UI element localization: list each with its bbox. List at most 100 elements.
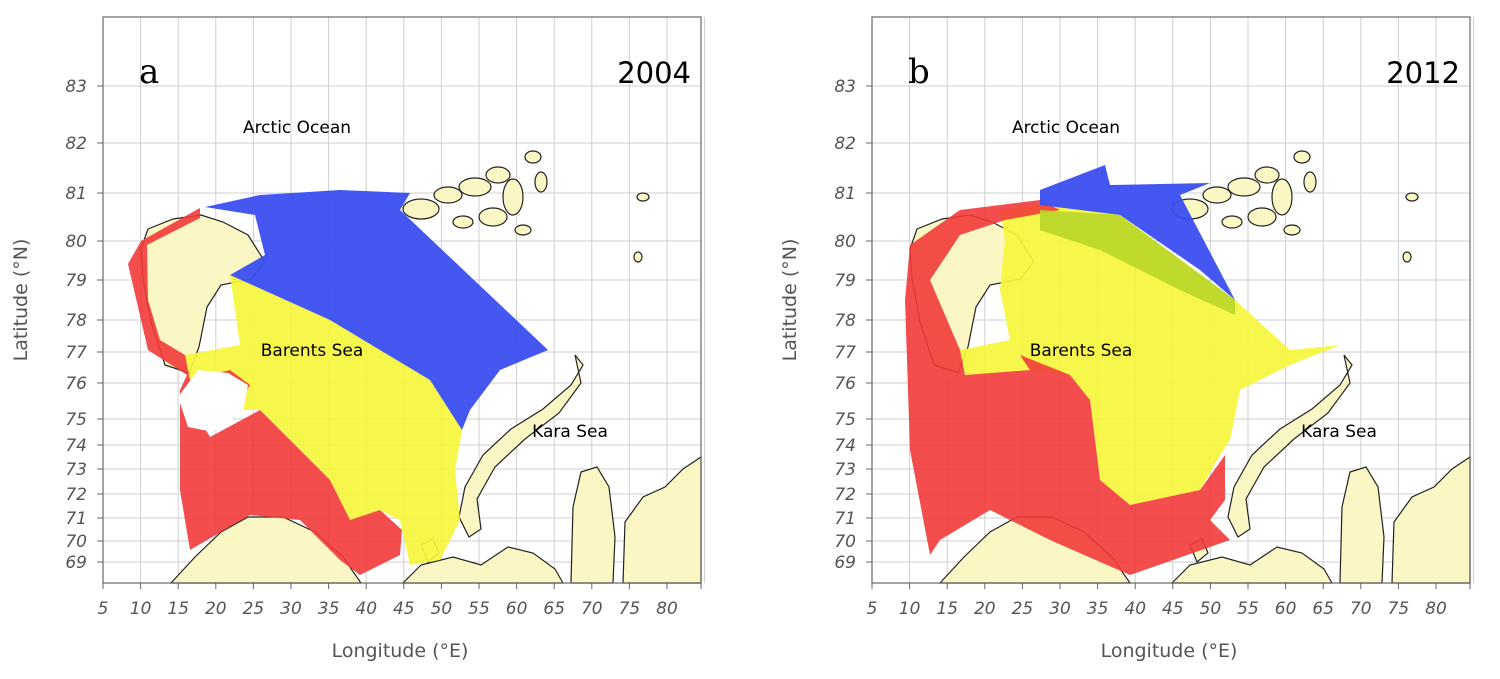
lon-tick-label: 60	[506, 599, 528, 619]
island	[636, 192, 650, 202]
lat-tick-label: 83	[834, 77, 856, 97]
lat-tick-label: 71	[65, 509, 87, 529]
yellow-region	[185, 275, 462, 565]
lon-tick-label: 65	[1312, 599, 1334, 619]
lat-tick-label: 73	[65, 460, 87, 480]
island	[1293, 150, 1311, 164]
island	[1283, 224, 1301, 236]
lon-tick-label: 45	[1162, 599, 1184, 619]
island	[534, 171, 548, 193]
island	[1254, 166, 1280, 184]
label-arctic-ocean: Arctic Ocean	[1012, 118, 1120, 138]
lat-tick-label: 76	[65, 374, 87, 394]
lat-tick-label: 69	[834, 553, 856, 573]
island	[1402, 251, 1412, 263]
island	[1247, 207, 1277, 227]
lon-tick-label: 20	[974, 599, 996, 619]
panel-year: 2004	[617, 56, 691, 90]
lat-tick-label: 73	[834, 460, 856, 480]
lat-tick-label: 74	[65, 436, 87, 456]
lat-tick-label: 70	[834, 532, 856, 552]
lat-tick-label: 82	[65, 134, 87, 154]
island	[1221, 215, 1243, 229]
lat-tick-label: 72	[65, 485, 87, 505]
lon-tick-label: 80	[1425, 599, 1447, 619]
lat-tick-label: 75	[65, 410, 87, 430]
lon-tick-label: 40	[355, 599, 377, 619]
lat-tick-label: 78	[834, 311, 856, 331]
panel-year: 2012	[1386, 56, 1460, 90]
island	[458, 177, 492, 197]
plot-frame	[102, 16, 702, 584]
lat-tick-label: 72	[834, 485, 856, 505]
red-region	[905, 200, 1230, 575]
lat-tick-label: 80	[65, 232, 87, 252]
lon-tick-label: 75	[1388, 599, 1410, 619]
island	[1202, 186, 1232, 204]
lon-tick-label: 20	[205, 599, 227, 619]
lat-tick-label: 77	[834, 343, 856, 363]
blue-region	[1040, 165, 1235, 300]
lat-tick-label: 81	[834, 184, 856, 204]
island	[1303, 171, 1317, 193]
lat-tick-label: 80	[834, 232, 856, 252]
island	[485, 166, 511, 184]
lon-tick-label: 15	[936, 599, 958, 619]
lon-tick-label: 5	[98, 599, 109, 619]
lon-tick-label: 30	[280, 599, 302, 619]
landmass	[1339, 466, 1385, 584]
lon-tick-label: 40	[1124, 599, 1146, 619]
lon-tick-label: 65	[543, 599, 565, 619]
panel-letter: a	[139, 52, 159, 92]
lon-tick-label: 25	[1012, 599, 1034, 619]
island	[1271, 178, 1293, 216]
label-arctic-ocean: Arctic Ocean	[243, 118, 351, 138]
lat-tick-label: 83	[65, 77, 87, 97]
lon-tick-label: 55	[1237, 599, 1259, 619]
lon-tick-label: 35	[1087, 599, 1109, 619]
island	[524, 150, 542, 164]
lat-tick-label: 79	[65, 271, 87, 291]
lon-tick-label: 70	[581, 599, 603, 619]
landmass	[1170, 546, 1334, 584]
label-barents-sea: Barents Sea	[1030, 341, 1133, 361]
red-region	[128, 208, 402, 575]
y-axis-label: Latitude (°N)	[779, 239, 801, 362]
lat-tick-label: 74	[834, 436, 856, 456]
lon-tick-label: 10	[130, 599, 152, 619]
lon-tick-label: 45	[393, 599, 415, 619]
label-kara-sea: Kara Sea	[1301, 422, 1377, 442]
lat-tick-label: 79	[834, 271, 856, 291]
x-axis-label: Longitude (°E)	[1101, 640, 1238, 662]
lon-tick-label: 80	[656, 599, 678, 619]
lat-tick-label: 75	[834, 410, 856, 430]
panel-letter: b	[908, 52, 930, 92]
island	[514, 224, 532, 236]
lat-tick-label: 82	[834, 134, 856, 154]
island	[633, 251, 643, 263]
lon-tick-label: 30	[1049, 599, 1071, 619]
lat-tick-label: 71	[834, 509, 856, 529]
y-axis-label: Latitude (°N)	[10, 239, 32, 362]
label-kara-sea: Kara Sea	[532, 422, 608, 442]
island	[1405, 192, 1419, 202]
lat-tick-label: 69	[65, 553, 87, 573]
lon-tick-label: 5	[867, 599, 878, 619]
lon-tick-label: 50	[1200, 599, 1222, 619]
landmass	[401, 546, 565, 584]
gap-region	[178, 370, 248, 432]
island	[402, 198, 440, 220]
lon-tick-label: 50	[431, 599, 453, 619]
plot-frame	[871, 16, 1471, 584]
lon-tick-label: 75	[619, 599, 641, 619]
island	[1227, 177, 1261, 197]
island	[478, 207, 508, 227]
landmass	[570, 466, 616, 584]
island	[452, 215, 474, 229]
label-barents-sea: Barents Sea	[261, 341, 364, 361]
lon-tick-label: 60	[1275, 599, 1297, 619]
lon-tick-label: 25	[243, 599, 265, 619]
lon-tick-label: 35	[318, 599, 340, 619]
